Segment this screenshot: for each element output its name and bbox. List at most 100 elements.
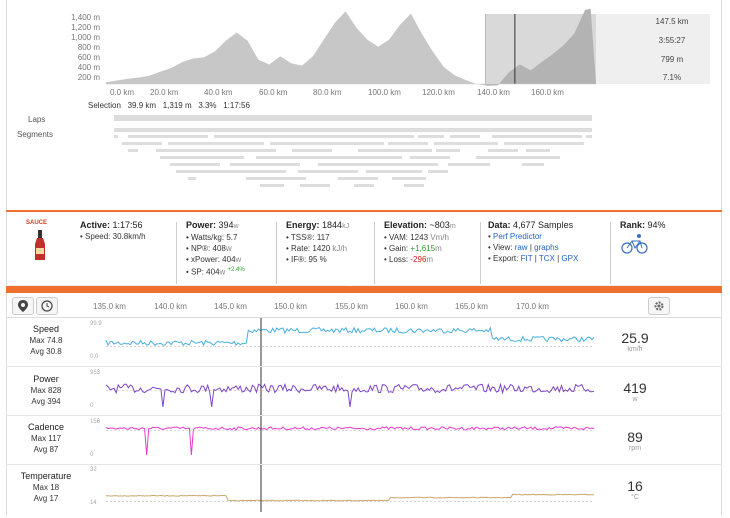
- elevation-profile: [106, 8, 596, 86]
- stream-avg: Avg 394: [31, 397, 61, 406]
- elevation-unit: m: [449, 223, 456, 230]
- export-tcx-link[interactable]: TCX: [538, 254, 555, 263]
- segment-bar: [388, 142, 428, 145]
- streams-toolbar: 135.0 km 140.0 km 145.0 km 150.0 km 155.…: [6, 294, 722, 318]
- stream-name: Temperature: [20, 471, 72, 481]
- segment-bar: [436, 149, 460, 152]
- row-separator: [6, 366, 722, 367]
- x-tick: 140.0 km: [477, 88, 510, 97]
- gain-label: Gain:: [389, 244, 409, 253]
- stream-current-temperature: 16 °C: [594, 478, 676, 501]
- stream-x-tick: 160.0 km: [395, 302, 428, 311]
- current-unit: °C: [631, 494, 639, 501]
- np-unit: w: [225, 244, 232, 253]
- selection-profile: [485, 8, 596, 86]
- chevron-up-icon[interactable]: ⌃: [346, 283, 353, 292]
- divider: [610, 222, 611, 284]
- segment-bar: [488, 149, 518, 152]
- export-fit-link[interactable]: FIT: [520, 254, 533, 263]
- selection-distance: 39.9 km: [127, 101, 157, 110]
- sp-delta: +2.4%: [227, 267, 245, 273]
- stream-name: Power: [33, 374, 59, 384]
- selection-grade: 3.3%: [198, 101, 217, 110]
- perf-predictor-link[interactable]: Perf Predictor: [493, 232, 542, 241]
- scale-top: 156: [90, 419, 101, 425]
- selection-elevation: 1,319 m: [162, 101, 192, 110]
- segment-bar: [168, 142, 264, 145]
- export-gpx-link[interactable]: GPX: [561, 254, 579, 263]
- segment-bar: [404, 184, 424, 187]
- segment-bar: [434, 142, 498, 145]
- data-title: Data:: [488, 220, 511, 230]
- current-value: 89: [627, 429, 643, 445]
- readout-time: 3:55:27: [658, 36, 686, 45]
- energy-unit: kJ: [342, 223, 350, 230]
- stream-line-speed: [105, 326, 595, 347]
- power-value: 394: [218, 220, 234, 230]
- sauce-bottle-icon: [35, 230, 45, 260]
- segment-bar: [428, 170, 448, 173]
- current-value: 419: [623, 380, 647, 396]
- elevation-chart[interactable]: [0, 0, 730, 210]
- stream-x-tick: 165.0 km: [455, 302, 488, 311]
- stream-current-speed: 25.9 km/h: [594, 330, 676, 353]
- row-separator: [6, 415, 722, 416]
- current-value: 16: [627, 478, 643, 494]
- power-column: Power: 394w • Watts/kg: 5.7 • NP®: 408w …: [186, 220, 245, 277]
- row-separator: [6, 464, 722, 465]
- segment-bar: [392, 177, 426, 180]
- elevation-column: Elevation: ~803m • VAM: 1243 Vm/h • Gain…: [384, 220, 456, 264]
- stream-avg: Avg 87: [33, 445, 59, 454]
- x-tick: 120.0 km: [422, 88, 455, 97]
- active-title: Active:: [80, 220, 111, 230]
- sp-value: 404: [206, 267, 220, 277]
- gain-value: +1,615: [410, 244, 436, 253]
- map-pin-button[interactable]: [12, 297, 34, 315]
- segment-bar: [170, 163, 220, 166]
- sp-unit: w: [219, 267, 226, 277]
- rate-value: 1420: [312, 244, 331, 253]
- xpower-unit: w: [235, 255, 242, 264]
- segment-bar: [358, 149, 432, 152]
- active-column: Active: 1:17:56 • Speed: 30.8km/h: [80, 220, 146, 241]
- current-unit: rpm: [628, 445, 642, 452]
- scale-top: 32: [90, 467, 97, 473]
- view-raw-link[interactable]: raw: [514, 243, 528, 252]
- segment-bar: [114, 135, 118, 138]
- segment-bar: [122, 142, 162, 145]
- cyclist-rank-icon: [621, 234, 648, 254]
- stream-x-tick: 145.0 km: [214, 302, 247, 311]
- segment-bar: [448, 163, 490, 166]
- vam-unit: Vm/h: [430, 233, 449, 242]
- settings-button[interactable]: [648, 297, 670, 315]
- segment-bar: [522, 163, 544, 166]
- loss-value: -296: [410, 255, 427, 264]
- export-label: Export:: [493, 254, 519, 263]
- segment-bar: [318, 163, 438, 166]
- gain-unit: m: [435, 244, 442, 253]
- segment-bar: [230, 163, 300, 166]
- clock-button[interactable]: [36, 297, 58, 315]
- collapse-bar[interactable]: ⌃: [6, 283, 722, 293]
- segments-label: Segments: [17, 130, 54, 139]
- tss-value: 117: [316, 233, 330, 242]
- x-tick: 80.0 km: [313, 88, 342, 97]
- x-tick: 40.0 km: [204, 88, 233, 97]
- segment-bar: [338, 177, 378, 180]
- y-tick: 800 m: [77, 43, 100, 52]
- segment-bar: [586, 135, 592, 138]
- tss-label: TSS®:: [290, 233, 315, 242]
- segment-bar: [156, 149, 276, 152]
- elevation-title: Elevation:: [384, 220, 428, 230]
- data-value: 4,677 Samples: [513, 220, 574, 230]
- data-column: Data: 4,677 Samples • Perf Predictor • V…: [488, 220, 579, 263]
- current-unit: w: [632, 396, 638, 403]
- stream-label-cadence: Cadence Max 117 Avg 87: [14, 422, 78, 455]
- rate-label: Rate:: [291, 244, 311, 253]
- y-tick: 600 m: [77, 53, 100, 62]
- x-tick: 20.0 km: [150, 88, 179, 97]
- stream-label-power: Power Max 828 Avg 394: [14, 374, 78, 407]
- view-graphs-link[interactable]: graphs: [534, 243, 559, 252]
- stream-line-cadence: [105, 426, 595, 456]
